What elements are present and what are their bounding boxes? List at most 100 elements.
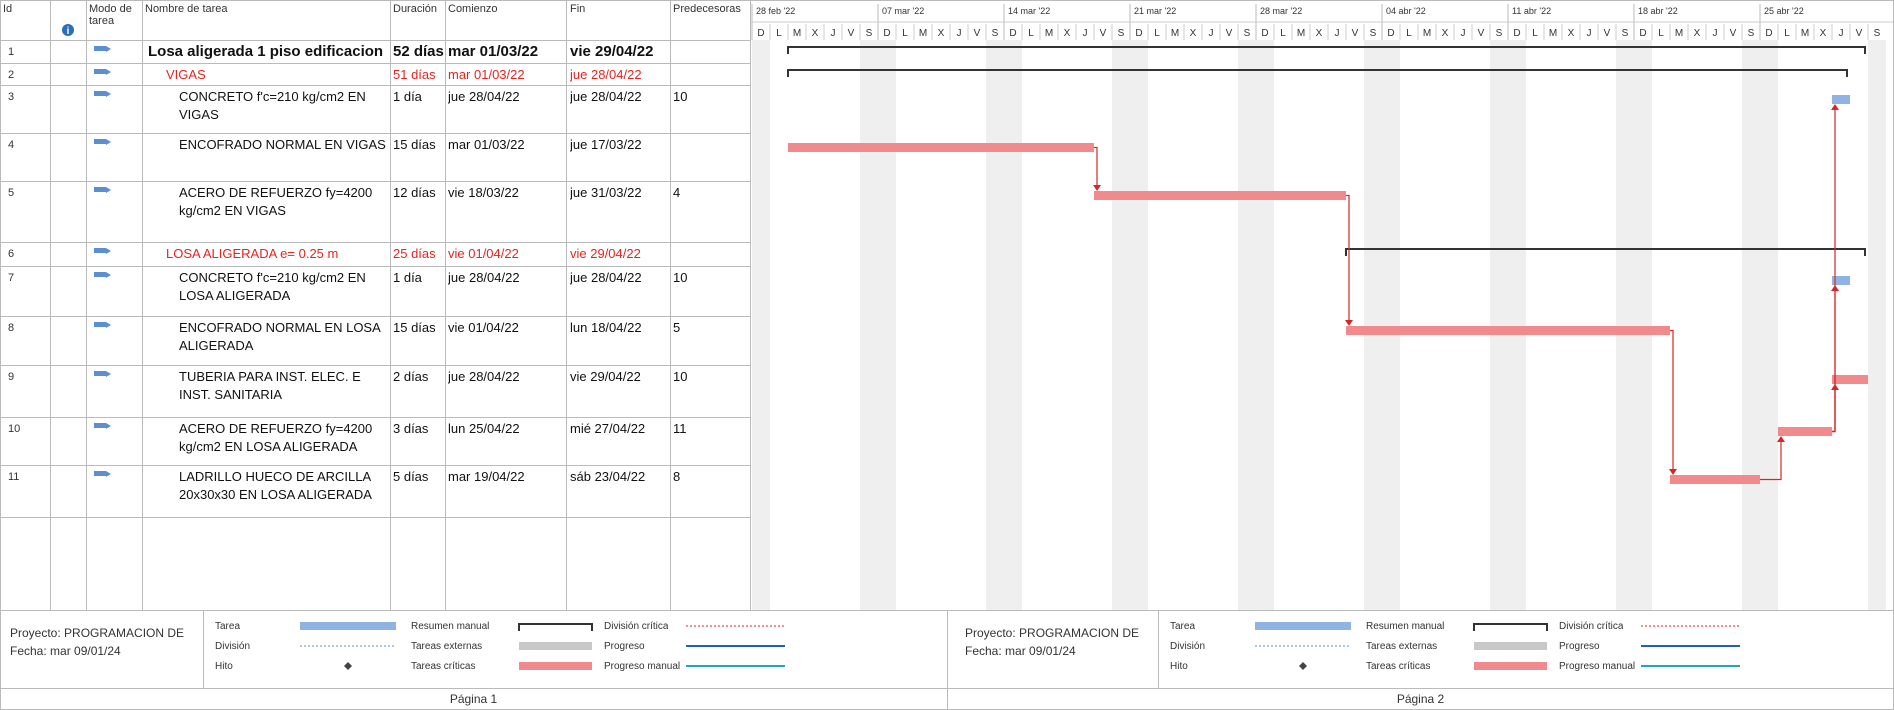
row-line [0,85,750,86]
column-line [445,0,446,610]
task-name: Losa aligerada 1 piso edificacion 0 [148,43,386,60]
duration: 5 días [393,469,429,484]
day-letter: L [1784,28,1790,39]
critical-task-bar [788,143,1094,152]
mode-icon [94,91,106,96]
day-letter: J [1839,28,1844,39]
start: lun 25/04/22 [448,421,520,436]
day-letter: V [1352,28,1359,39]
start: jue 28/04/22 [448,270,520,285]
row-line [0,517,750,518]
mode-icon-arrow [106,248,111,254]
column-line [390,0,391,610]
dependency-arrow [1345,320,1353,326]
legend-label: Resumen manual [411,621,490,632]
day-letter: X [1316,28,1323,39]
day-letter: M [1045,28,1053,39]
finish: vie 29/04/22 [570,369,641,384]
row-id: 1 [8,46,15,58]
legend-sample [518,623,593,631]
start: vie 18/03/22 [448,185,519,200]
column-header: Nombre de tarea [145,3,228,15]
weekend-shade [1868,40,1886,610]
row-id: 11 [8,471,20,483]
dependency-arrow [1831,104,1839,110]
day-letter: J [1083,28,1088,39]
critical-task-bar [1346,326,1670,335]
predecessors: 8 [673,469,681,484]
day-letter: M [793,28,801,39]
border [0,0,1894,1]
legend-sample [1255,622,1351,630]
page-label: Página 2 [1396,692,1445,706]
duration: 12 días [393,185,436,200]
start: mar 01/03/22 [448,137,525,152]
day-letter: M [1675,28,1683,39]
day-letter: V [1478,28,1485,39]
weekend-shade [1742,40,1760,610]
legend-sample [344,662,352,670]
weekend-shade [1238,40,1256,610]
weekend-shade [1760,40,1778,610]
week-label: 14 mar '22 [1008,6,1050,16]
day-letter: X [1820,28,1827,39]
legend-sample [300,622,396,630]
legend-box-line [1158,610,1159,688]
day-letter: D [1261,28,1268,39]
mode-icon-arrow [106,187,111,193]
predecessors: 10 [673,270,688,285]
mode-icon-arrow [106,322,111,328]
weekend-shade [986,40,1004,610]
day-letter: M [919,28,927,39]
mode-icon-arrow [106,471,111,477]
legend-label: División [1170,641,1206,652]
row-id: 6 [8,248,15,260]
day-letter: S [1748,28,1755,39]
day-letter: X [812,28,819,39]
day-letter: D [1009,28,1016,39]
summary-bar [787,46,1866,54]
day-letter: D [1765,28,1772,39]
day-letter: S [1496,28,1503,39]
duration: 25 días [393,246,436,261]
finish: vie 29/04/22 [570,43,654,60]
mode-icon [94,471,106,476]
mode-icon [94,322,106,327]
finish: sáb 23/04/22 [570,469,646,484]
dependency-arrow [1831,384,1839,390]
legend-label: Progreso [604,641,645,652]
day-letter: V [1226,28,1233,39]
legend-sample [1474,642,1547,650]
weekend-shade [860,40,878,610]
dependency-link [1094,146,1098,186]
day-letter: L [1154,28,1160,39]
duration: 3 días [393,421,429,436]
mode-icon [94,371,106,376]
day-letter: J [1209,28,1214,39]
day-letter: M [1423,28,1431,39]
legend-label: Hito [215,661,233,672]
finish: vie 29/04/22 [570,246,641,261]
duration: 1 día [393,270,422,285]
week-label: 28 feb '22 [756,6,795,16]
task-bar [1832,276,1850,285]
mode-icon-arrow [106,69,111,75]
dependency-link [1832,389,1836,433]
task-name: VIGAS [166,67,206,82]
duration: 1 día [393,89,422,104]
mode-icon-arrow [106,272,111,278]
duration: 51 días [393,67,436,82]
column-header: Predecesoras [673,3,741,15]
mode-icon [94,46,106,51]
mode-icon [94,187,106,192]
legend-label: Progreso [1559,641,1600,652]
day-letter: M [1549,28,1557,39]
weekend-shade [1130,40,1148,610]
row-line [0,365,750,366]
predecessors: 11 [673,421,687,436]
start: jue 28/04/22 [448,369,520,384]
day-letter: X [1064,28,1071,39]
day-letter: D [1135,28,1142,39]
task-name: TUBERIA PARA INST. ELEC. E INST. SANITAR… [179,369,361,402]
